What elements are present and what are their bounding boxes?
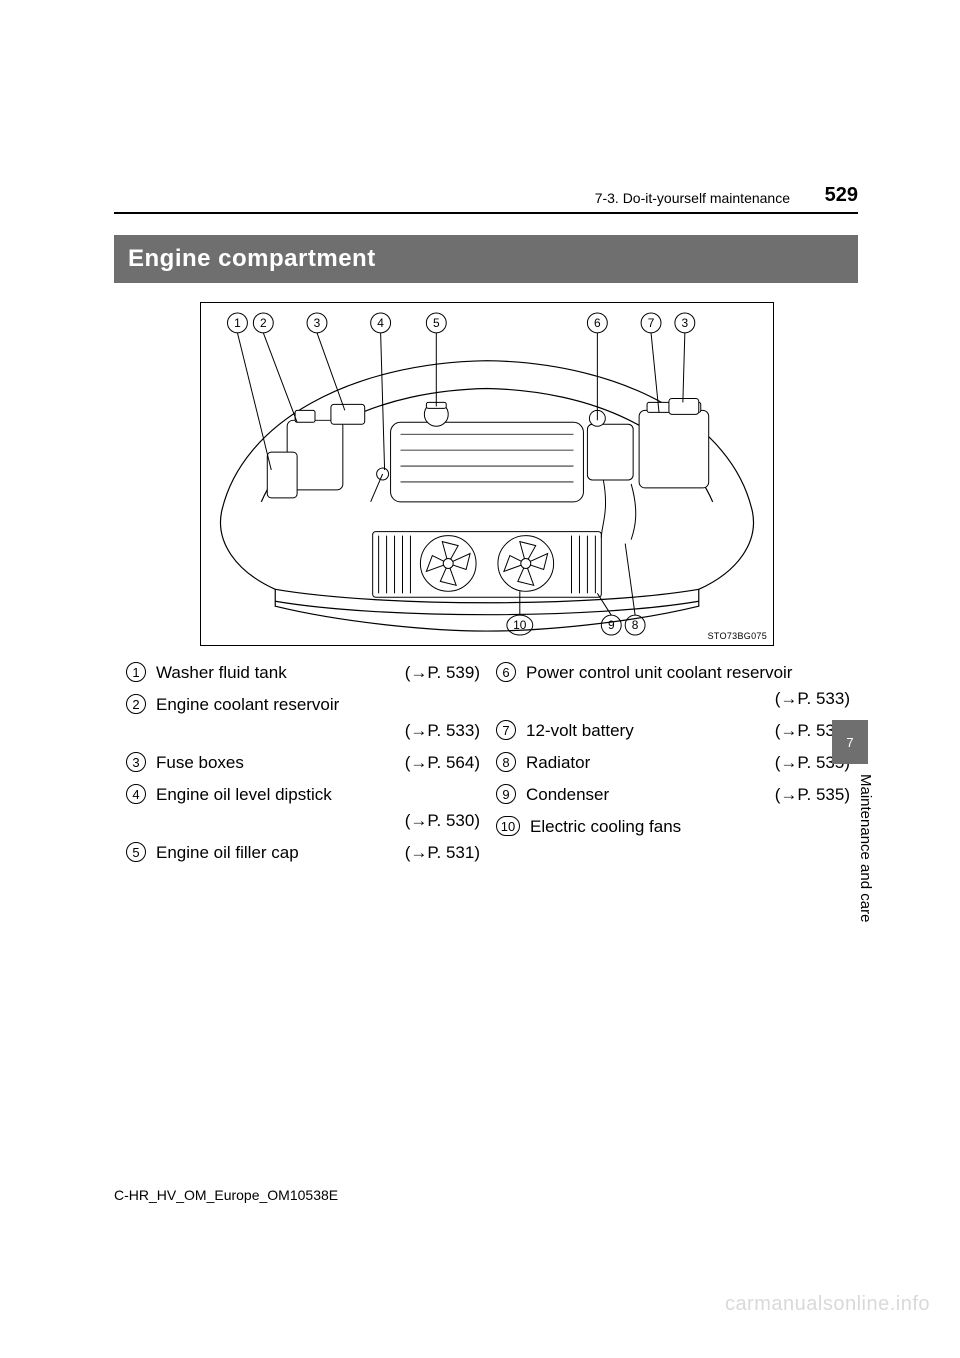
legend-item: 7 12-volt battery(→P. 536)	[496, 718, 850, 744]
figure-caption: STO73BG075	[708, 631, 767, 641]
legend-pageref: (→P. 531)	[405, 840, 480, 866]
legend-label: Radiator	[526, 750, 590, 776]
legend-body: Radiator(→P. 535)	[526, 750, 850, 776]
legend-item: 1 Washer fluid tank (→P. 539)	[126, 660, 480, 686]
legend-item: 2 Engine coolant reservoir (→P. 533)	[126, 692, 480, 744]
legend-body: Engine oil level dipstick (→P. 530)	[156, 782, 480, 834]
legend-right: 6 Power control unit coolant reservoir (→…	[496, 660, 850, 872]
legend-label: 12-volt battery	[526, 718, 634, 744]
legend-label: Engine oil level dipstick	[156, 782, 480, 808]
legend-left: 1 Washer fluid tank (→P. 539) 2 Engine coola…	[126, 660, 480, 872]
svg-text:6: 6	[594, 316, 601, 330]
legend-label: Power control unit coolant reservoir	[526, 660, 850, 686]
legend-number-icon: 4	[126, 784, 146, 804]
legend-body: Fuse boxes (→P. 564)	[156, 750, 480, 776]
legend-number-icon: 8	[496, 752, 516, 772]
legend-pageref: (→P. 535)	[775, 782, 850, 808]
chapter-label: Maintenance and care	[852, 774, 874, 1014]
legend-label: Engine oil filler cap	[156, 840, 299, 866]
legend-label: Condenser	[526, 782, 609, 808]
legend-label: Washer fluid tank	[156, 660, 287, 686]
footer-code: C-HR_HV_OM_Europe_OM10538E	[114, 1187, 338, 1203]
legend-number-icon: 7	[496, 720, 516, 740]
svg-text:9: 9	[608, 618, 615, 632]
legend-pageref: (→P. 564)	[405, 750, 480, 776]
legend-label: Engine coolant reservoir	[156, 692, 480, 718]
legend-pageref: (→P. 530)	[405, 808, 480, 834]
svg-text:2: 2	[260, 316, 267, 330]
legend-item: 5 Engine oil filler cap (→P. 531)	[126, 840, 480, 866]
legend-item: 10 Electric cooling fans	[496, 814, 850, 840]
legend-body: Engine coolant reservoir (→P. 533)	[156, 692, 480, 744]
legend-body: Electric cooling fans	[530, 814, 850, 840]
legend-item: 6 Power control unit coolant reservoir (→…	[496, 660, 850, 712]
legend-item: 4 Engine oil level dipstick (→P. 530)	[126, 782, 480, 834]
legend-item: 3 Fuse boxes (→P. 564)	[126, 750, 480, 776]
legend-label: Fuse boxes	[156, 750, 244, 776]
legend-number-icon: 2	[126, 694, 146, 714]
legend-number-icon: 1	[126, 662, 146, 682]
legend-body: Washer fluid tank (→P. 539)	[156, 660, 480, 686]
legend-number-icon: 6	[496, 662, 516, 682]
breadcrumb: 7-3. Do-it-yourself maintenance	[595, 190, 790, 206]
manual-page: 7-3. Do-it-yourself maintenance 529 Engi…	[0, 0, 960, 1358]
legend-pageref: (→P. 533)	[405, 718, 480, 744]
legend-body: Condenser (→P. 535)	[526, 782, 850, 808]
legend-body: Power control unit coolant reservoir (→P…	[526, 660, 850, 712]
legend-label: Electric cooling fans	[530, 814, 681, 840]
legend-number-icon: 9	[496, 784, 516, 804]
watermark: carmanualsonline.info	[725, 1293, 930, 1316]
legend-item: 8 Radiator(→P. 535)	[496, 750, 850, 776]
page-number: 529	[825, 184, 858, 207]
legend-columns: 1 Washer fluid tank (→P. 539) 2 Engine coola…	[126, 660, 850, 872]
legend-number-icon: 3	[126, 752, 146, 772]
section-title-bar: Engine compartment	[114, 235, 858, 283]
legend-body: Engine oil filler cap (→P. 531)	[156, 840, 480, 866]
svg-text:3: 3	[314, 316, 321, 330]
legend-item: 9 Condenser (→P. 535)	[496, 782, 850, 808]
engine-compartment-figure: 12345673 1098	[200, 302, 774, 646]
svg-text:4: 4	[377, 316, 384, 330]
legend-pageref: (→P. 539)	[405, 660, 480, 686]
header-rule	[114, 212, 858, 214]
legend-number-icon: 5	[126, 842, 146, 862]
chapter-tab: 7	[832, 720, 868, 764]
svg-text:1: 1	[234, 316, 241, 330]
svg-text:8: 8	[632, 618, 639, 632]
legend-number-icon: 10	[496, 816, 520, 836]
legend-pageref: (→P. 533)	[775, 686, 850, 712]
svg-text:3: 3	[682, 316, 689, 330]
legend-body: 12-volt battery(→P. 536)	[526, 718, 850, 744]
svg-text:7: 7	[648, 316, 655, 330]
svg-text:5: 5	[433, 316, 440, 330]
